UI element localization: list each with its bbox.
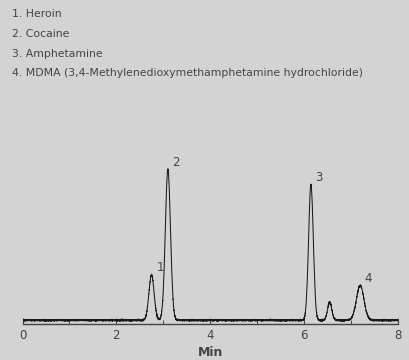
Text: 1. Heroin: 1. Heroin: [12, 9, 62, 19]
Text: 2: 2: [172, 156, 180, 168]
X-axis label: Min: Min: [197, 346, 222, 359]
Text: 4. MDMA (3,4-Methylenedioxymethamphetamine hydrochloride): 4. MDMA (3,4-Methylenedioxymethamphetami…: [12, 68, 362, 78]
Text: 2. Cocaine: 2. Cocaine: [12, 29, 70, 39]
Text: 1: 1: [156, 261, 163, 274]
Text: 3: 3: [315, 171, 322, 184]
Text: 3. Amphetamine: 3. Amphetamine: [12, 49, 103, 59]
Text: 4: 4: [364, 272, 371, 285]
